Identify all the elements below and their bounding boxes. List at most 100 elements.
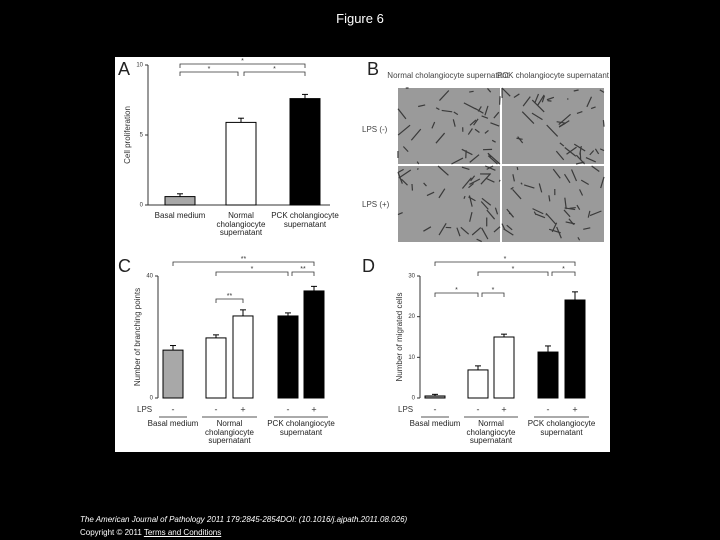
micrograph-texture [410, 128, 422, 141]
x-tick-label: PCK cholangiocyte supernatant [271, 211, 339, 229]
micrograph-texture [579, 189, 584, 196]
micrograph-texture [600, 176, 605, 189]
micrograph-texture [486, 165, 494, 170]
micrograph-texture [471, 227, 482, 236]
micrograph-texture [558, 120, 570, 128]
group-label: Basal medium [409, 419, 461, 428]
micrograph-texture [576, 204, 581, 211]
lps-label: + [572, 404, 577, 414]
x-tick-label: Normal cholangiocyte supernatant [216, 211, 266, 237]
micrograph-texture [461, 148, 473, 156]
y-tick-label: 0 [412, 396, 416, 402]
micrograph-texture [599, 148, 605, 152]
micrograph-texture [469, 178, 481, 185]
micrograph-texture [469, 154, 480, 163]
bar [232, 315, 254, 399]
micrograph-texture [563, 173, 571, 184]
micrograph-texture [476, 238, 482, 243]
micrograph-texture [480, 201, 489, 210]
bar [164, 196, 196, 206]
micrograph-texture [460, 226, 470, 235]
micrograph-texture [397, 108, 407, 120]
micrograph-texture [523, 184, 535, 189]
micrograph-texture [486, 209, 496, 220]
micrograph-texture [426, 191, 435, 197]
micrograph-texture [565, 221, 576, 225]
y-tick-label: 10 [408, 355, 415, 361]
micrograph-texture [487, 88, 492, 93]
x-axis-label: LPS [137, 405, 152, 414]
significance-label: * [512, 266, 515, 273]
micrograph-texture [473, 118, 479, 126]
micrograph-texture [532, 208, 544, 215]
micrograph-texture [416, 167, 419, 170]
micrograph-texture [467, 128, 473, 135]
micrograph-texture [594, 148, 600, 155]
micrograph-texture [531, 99, 545, 113]
micrograph-texture [563, 209, 571, 218]
micrograph-texture [516, 137, 523, 140]
column-label: PCK cholangiocyte supernatant [497, 71, 610, 80]
micrograph-texture [484, 105, 489, 116]
slide-title: Figure 6 [336, 11, 384, 26]
micrograph-texture [586, 96, 593, 108]
panel-letter: D [362, 256, 375, 276]
significance-bracket [172, 261, 315, 266]
micrograph-texture [397, 124, 411, 136]
terms-link[interactable]: Terms and Conditions [143, 528, 222, 537]
micrograph-texture [589, 210, 602, 217]
micrograph-texture [398, 169, 412, 179]
micrograph-texture [474, 128, 480, 134]
lps-label: + [501, 404, 506, 414]
bar [277, 315, 299, 399]
micrograph-texture [493, 226, 501, 233]
bar [162, 349, 184, 399]
group-label: Normal cholangiocyte supernatant [466, 419, 516, 445]
significance-bracket [481, 292, 505, 297]
micrograph-texture [590, 106, 596, 110]
micrograph-texture [400, 178, 408, 186]
y-tick-label: 5 [140, 133, 144, 139]
micrograph-texture [435, 107, 440, 111]
micrograph-texture [451, 157, 464, 165]
significance-bracket [215, 271, 289, 276]
column-label: Normal cholangiocyte supernatant [387, 71, 509, 80]
micrograph-texture [469, 119, 477, 126]
significance-label: ** [227, 293, 233, 300]
micrograph-texture [438, 222, 447, 236]
significance-label: * [562, 266, 565, 273]
micrograph-texture [548, 228, 561, 234]
lps-label: - [215, 404, 218, 414]
micrograph-texture [437, 165, 449, 176]
significance-label: * [251, 266, 254, 273]
micrograph-texture [535, 213, 546, 219]
micrograph-texture [402, 146, 409, 153]
micrograph-texture [576, 111, 583, 115]
micrograph-texture [435, 132, 446, 144]
lps-label: - [172, 404, 175, 414]
micrograph-texture [552, 168, 561, 179]
micrograph-texture [573, 143, 586, 152]
micrograph-texture [541, 95, 546, 103]
lps-label: - [547, 404, 550, 414]
significance-bracket [243, 71, 306, 76]
bar [424, 395, 446, 399]
citation-text: The American Journal of Pathology 2011 1… [80, 515, 408, 524]
micrograph-texture [474, 107, 484, 114]
significance-bracket [477, 271, 549, 276]
micrograph [398, 88, 500, 164]
micrograph-texture [468, 183, 474, 189]
micrograph-texture [506, 224, 513, 231]
micrograph-texture [423, 226, 432, 232]
significance-label: ** [241, 256, 247, 263]
group-label: Normal cholangiocyte supernatant [205, 419, 254, 445]
bar [225, 121, 257, 206]
bar [564, 299, 586, 399]
micrograph-texture [579, 145, 582, 155]
micrograph-texture [485, 177, 495, 183]
y-axis-label: Number of migrated cells [395, 293, 404, 382]
micrograph-texture [564, 147, 577, 157]
significance-bracket [291, 271, 315, 276]
micrograph-texture [575, 154, 586, 165]
micrograph-texture [439, 90, 450, 101]
